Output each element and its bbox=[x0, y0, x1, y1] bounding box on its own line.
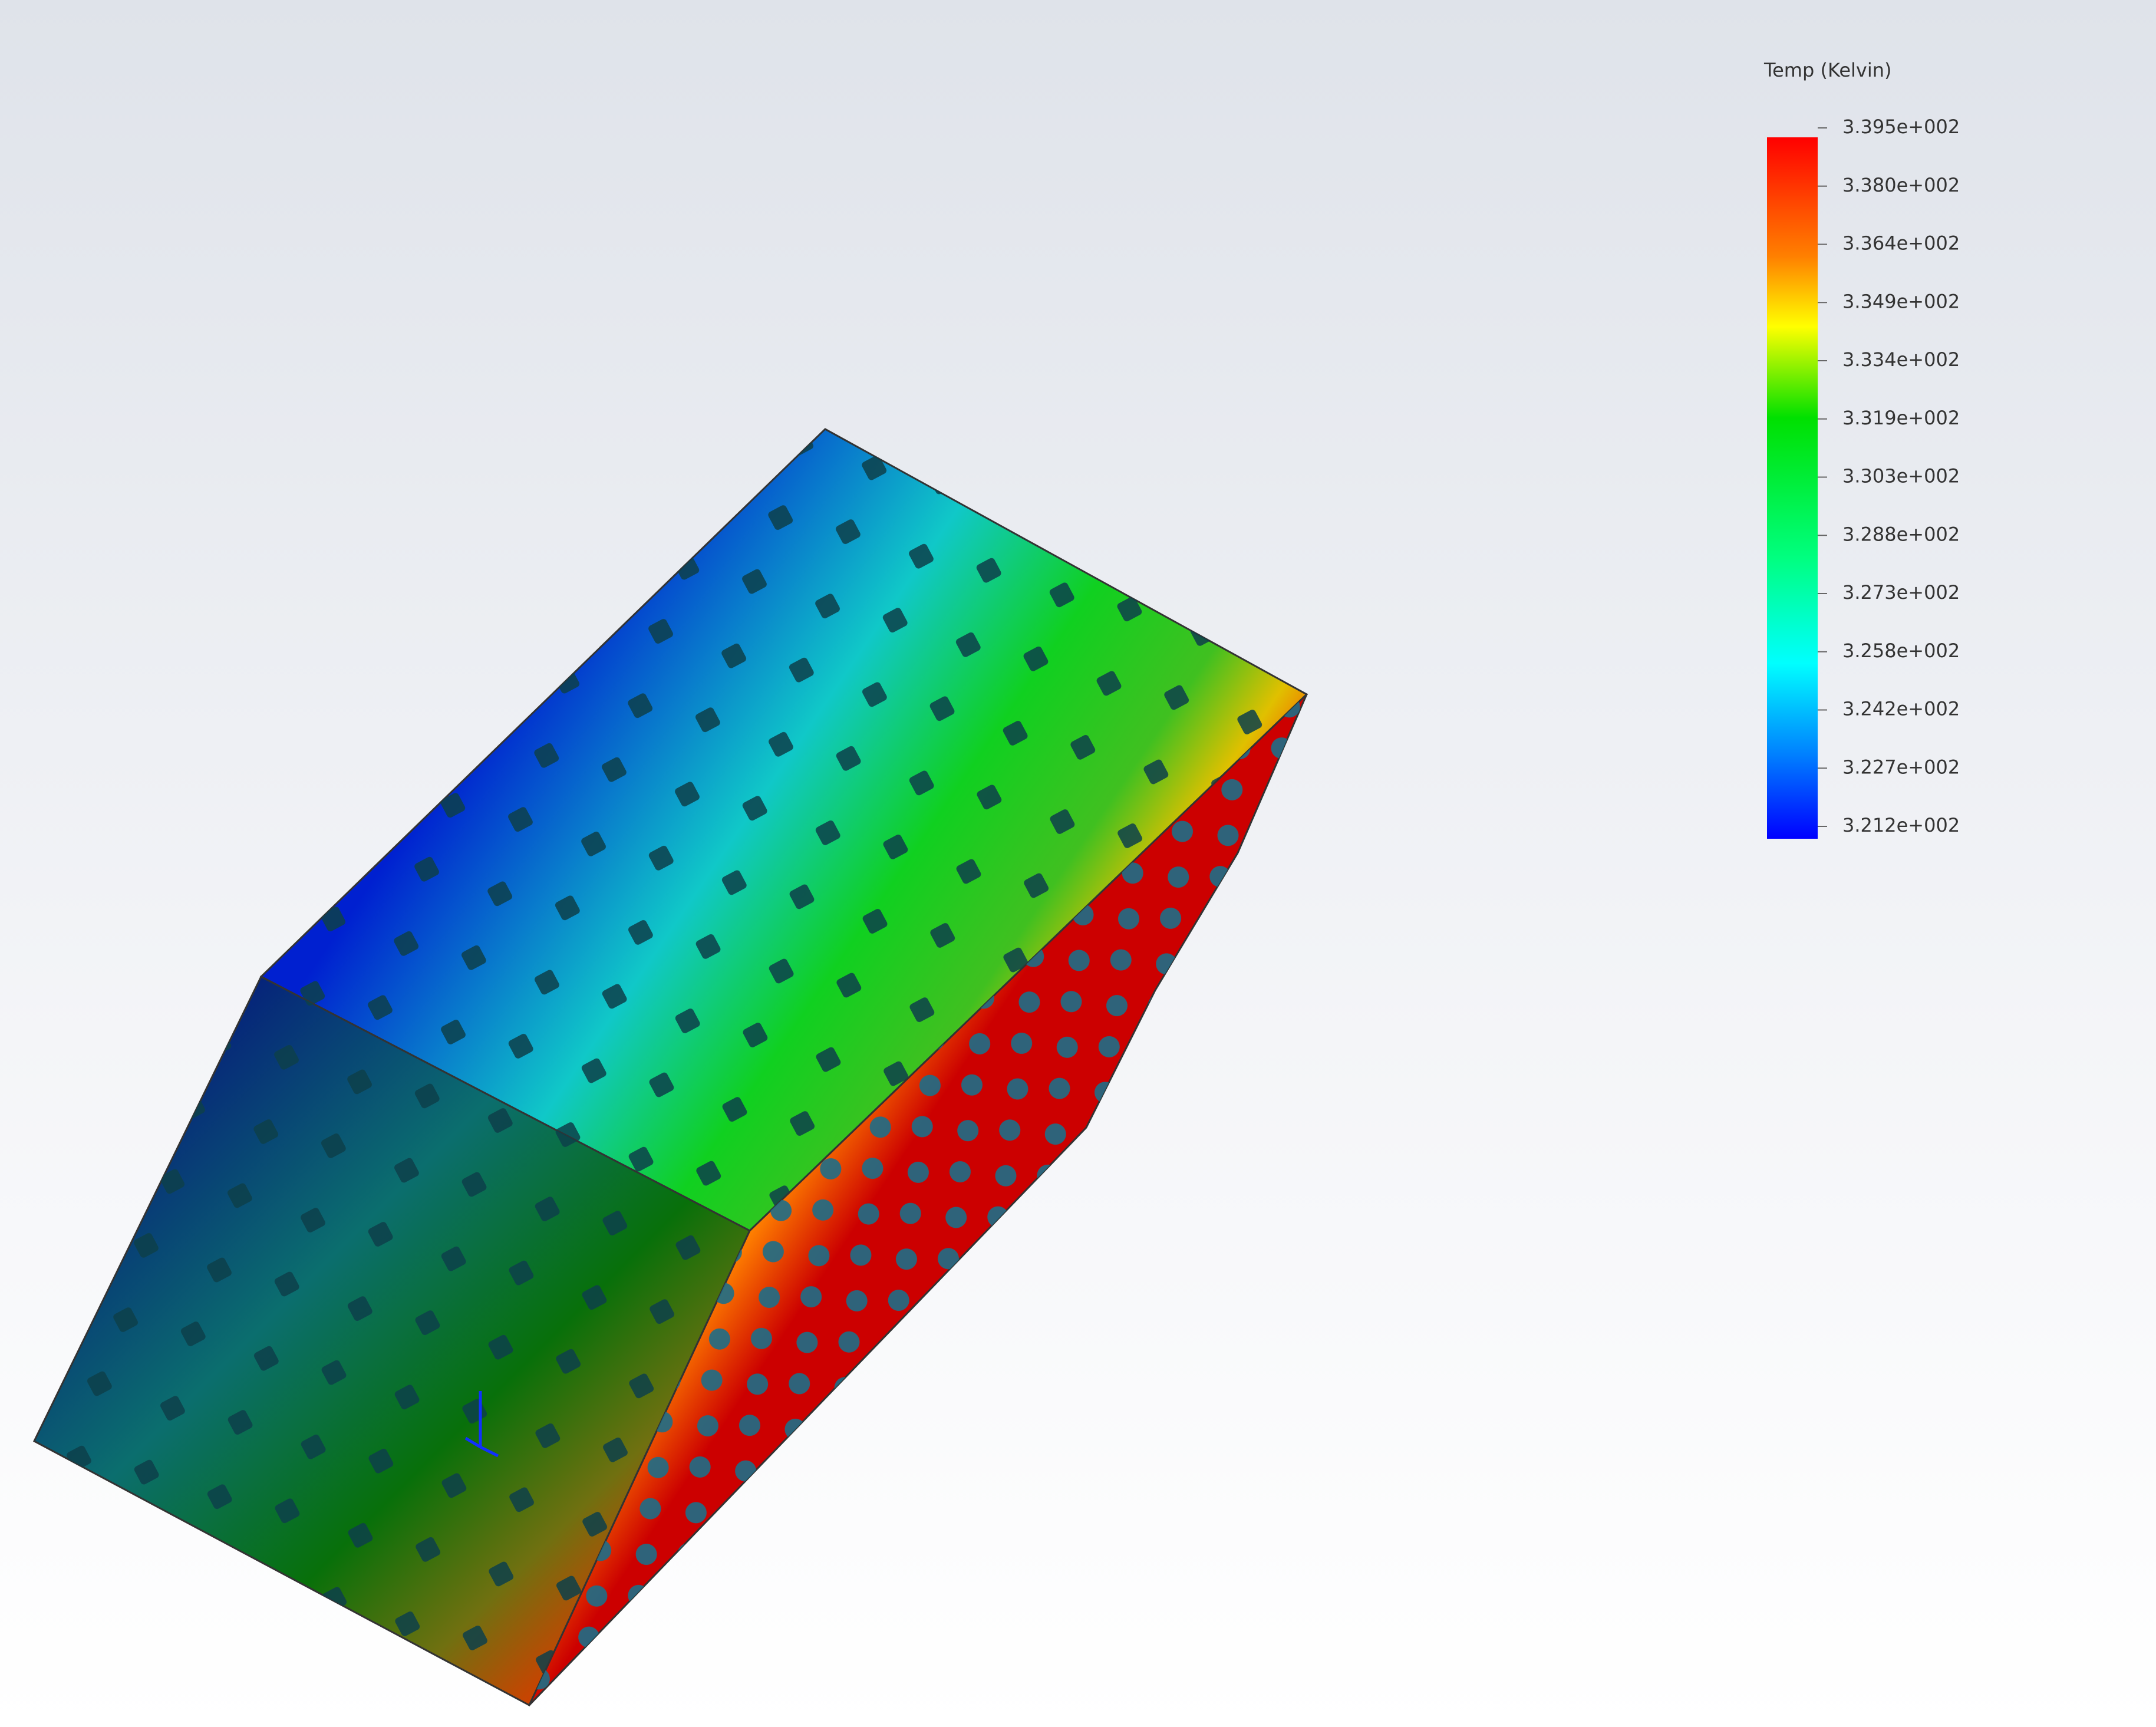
legend-label: 3.288e+002 bbox=[1842, 523, 1960, 545]
color-bar bbox=[1767, 137, 1818, 839]
legend-title: Temp (Kelvin) bbox=[1763, 59, 1892, 81]
legend-label: 3.349e+002 bbox=[1842, 290, 1960, 312]
top-face-markers bbox=[261, 429, 1307, 1231]
legend-label: 3.242e+002 bbox=[1842, 698, 1960, 720]
model bbox=[33, 428, 1308, 1707]
right-face-markers bbox=[529, 694, 1307, 1705]
triad bbox=[464, 1391, 499, 1458]
legend-label: 3.319e+002 bbox=[1842, 407, 1960, 429]
legend-label: 3.212e+002 bbox=[1842, 814, 1960, 836]
legend-label: 3.303e+002 bbox=[1842, 465, 1960, 487]
legend-label: 3.273e+002 bbox=[1842, 581, 1960, 604]
legend-label: 3.227e+002 bbox=[1842, 756, 1960, 778]
legend-label: 3.258e+002 bbox=[1842, 640, 1960, 662]
front-face-markers bbox=[34, 977, 750, 1705]
legend-label: 3.380e+002 bbox=[1842, 174, 1960, 196]
legend-label: 3.334e+002 bbox=[1842, 348, 1960, 371]
legend-label: 3.395e+002 bbox=[1842, 116, 1960, 138]
legend: Temp (Kelvin) 3.395e+002 3.380e+002 3.364e… bbox=[1763, 59, 1960, 839]
legend-label: 3.364e+002 bbox=[1842, 232, 1960, 255]
